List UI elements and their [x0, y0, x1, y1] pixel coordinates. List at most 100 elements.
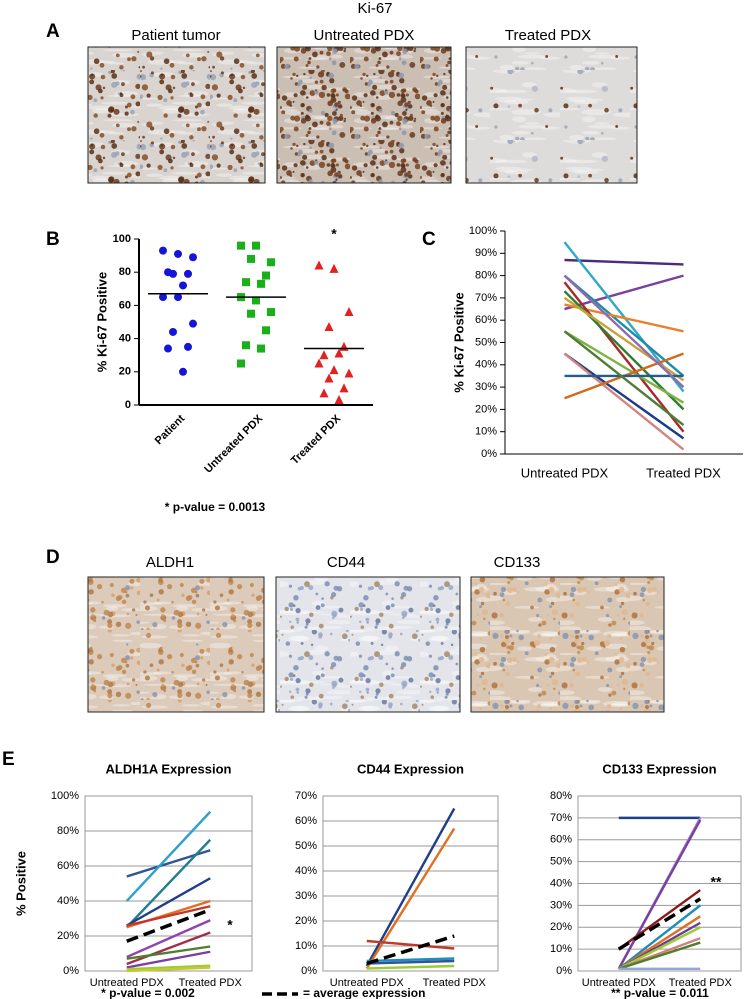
series-line: [564, 274, 684, 311]
data-point: [329, 263, 339, 273]
y-tick-label: 80%: [57, 825, 79, 837]
data-point: [174, 293, 182, 302]
series-line: [126, 931, 211, 966]
legend-label: = average expression: [303, 986, 425, 999]
data-point: [242, 278, 250, 287]
x-tick-label: Treated PDX: [669, 977, 733, 989]
y-tick-label: 20%: [550, 921, 572, 933]
y-tick-label: 30%: [295, 890, 317, 902]
series-line: [126, 964, 211, 971]
data-point: [247, 309, 255, 318]
data-point: [179, 367, 187, 376]
series-line: [563, 330, 685, 426]
data-point: [319, 350, 329, 360]
y-tick-label: 20%: [295, 915, 317, 927]
y-tick-label: 10%: [475, 426, 497, 438]
y-tick-label: 50%: [295, 840, 317, 852]
figure-title: Ki-67: [357, 0, 392, 17]
y-tick-label: 40%: [295, 865, 317, 877]
average-line: [617, 897, 702, 951]
data-point: [252, 296, 260, 305]
plot-frame: [84, 795, 253, 972]
data-point: [257, 344, 265, 353]
image-caption: Patient tumor: [131, 27, 220, 44]
data-point: [262, 271, 270, 280]
micrograph: [276, 46, 452, 184]
data-point: [324, 373, 334, 383]
series-line: [365, 827, 456, 970]
data-point: [314, 260, 324, 270]
y-tick-label: 60%: [550, 834, 572, 846]
y-tick-label: 0%: [301, 965, 317, 977]
y-tick-label: 0%: [63, 965, 79, 977]
data-point: [329, 365, 339, 375]
x-tick-label: Treated PDX: [289, 412, 344, 467]
chart-title: CD44 Expression: [357, 761, 464, 776]
data-point: [169, 327, 177, 336]
data-point: [237, 241, 245, 250]
image-caption: ALDH1: [146, 554, 194, 571]
data-point: [164, 268, 172, 277]
series-line: [563, 281, 685, 433]
series-line: [126, 950, 211, 969]
x-tick-label: Untreated PDX: [202, 412, 265, 475]
y-tick-label: 60%: [57, 860, 79, 872]
annotation: *: [227, 917, 233, 933]
data-point: [252, 241, 260, 250]
series-line: [563, 352, 685, 451]
panel-letter: E: [2, 749, 15, 770]
series-line: [125, 838, 212, 929]
series-line: [365, 807, 456, 967]
image-caption: CD44: [327, 554, 365, 571]
series-line: [618, 941, 701, 970]
data-point: [174, 249, 182, 258]
y-tick-label: 10%: [550, 943, 572, 955]
data-point: [237, 359, 245, 368]
series-line: [126, 905, 211, 927]
series-line: [618, 904, 701, 970]
series-line: [563, 352, 685, 440]
data-point: [247, 254, 255, 263]
data-point: [242, 341, 250, 350]
data-point: [262, 326, 270, 335]
series-line: [366, 959, 455, 965]
footnote: ** p-value = 0.011: [611, 986, 709, 999]
image-caption: CD133: [494, 554, 541, 571]
series-line: [126, 919, 211, 959]
y-tick-label: 0%: [556, 965, 572, 977]
y-tick-label: 30%: [475, 381, 497, 393]
y-tick-label: 50%: [550, 856, 572, 868]
panel-letter: B: [46, 229, 60, 250]
data-point: [324, 321, 334, 331]
y-tick-label: 20%: [475, 403, 497, 415]
y-tick-label: 70%: [550, 812, 572, 824]
average-line: [126, 908, 211, 943]
y-tick-label: 30%: [550, 899, 572, 911]
x-tick-label: Treated PDX: [646, 465, 721, 480]
series-line: [126, 877, 211, 927]
data-point: [189, 319, 197, 328]
average-line: [366, 934, 455, 966]
x-tick-label: Treated PDX: [423, 977, 487, 989]
micrograph: [470, 576, 665, 713]
y-tick-label: 0: [125, 399, 131, 411]
plot-frame: [322, 795, 499, 972]
data-point: [339, 383, 349, 393]
series-line: [366, 964, 455, 970]
data-point: [159, 293, 167, 302]
series-line: [563, 296, 685, 382]
series-line: [126, 945, 211, 960]
y-tick-label: 90%: [475, 247, 497, 259]
series-line: [618, 926, 701, 970]
chart-title: CD133 Expression: [602, 761, 716, 776]
x-tick-label: Untreated PDX: [521, 465, 609, 480]
panel-letter: A: [46, 21, 60, 42]
y-tick-label: 70%: [475, 292, 497, 304]
y-tick-label: 80%: [550, 790, 572, 802]
data-point: [184, 342, 192, 351]
micrograph: [465, 46, 638, 184]
data-point: [314, 358, 324, 368]
data-point: [267, 258, 275, 267]
